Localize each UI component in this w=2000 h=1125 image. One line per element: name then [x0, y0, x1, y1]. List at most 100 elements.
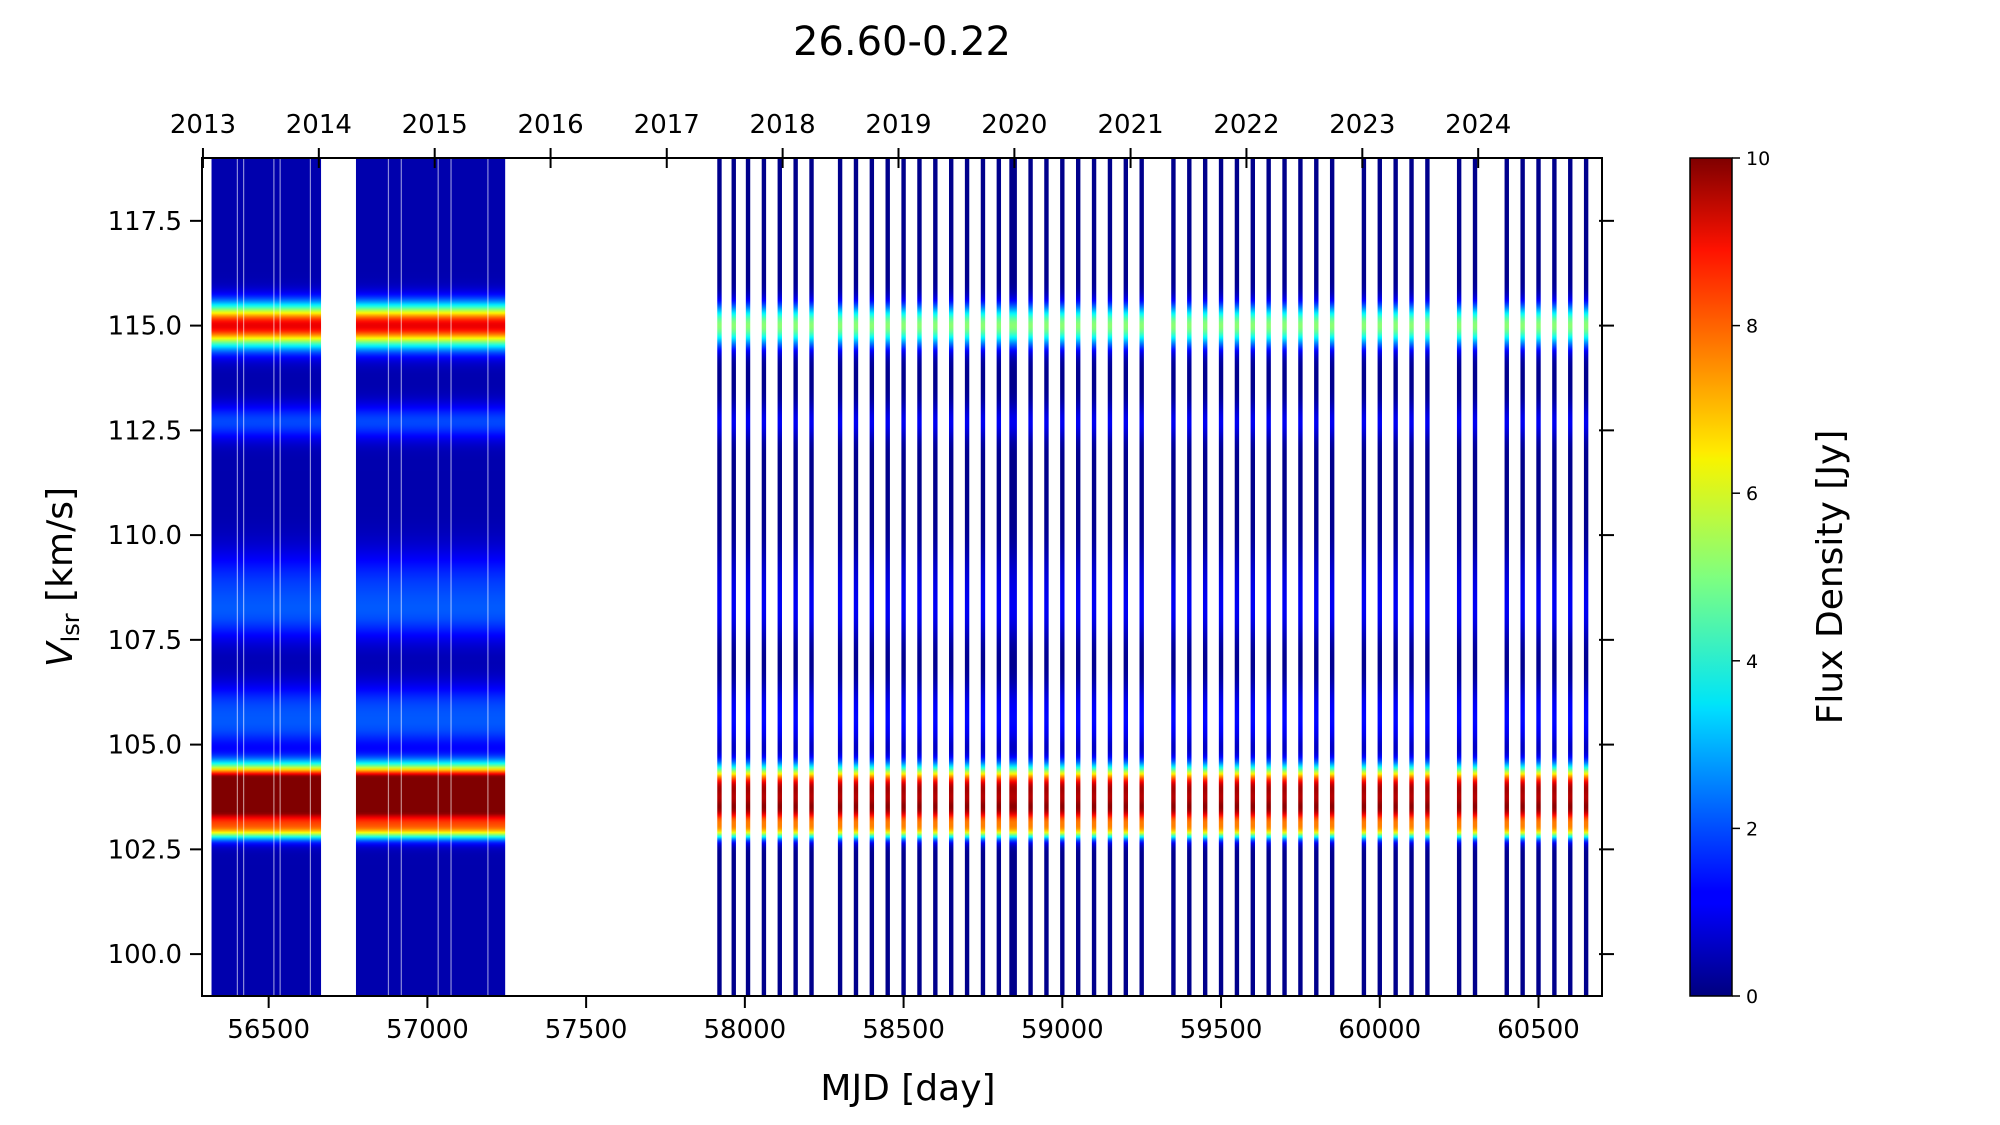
observation-epoch-line — [1060, 158, 1065, 996]
observation-epoch-line — [1234, 158, 1240, 996]
observation-epoch-line — [1377, 158, 1382, 996]
year-tick-label: 2024 — [1445, 110, 1511, 140]
observation-epoch-line — [901, 158, 906, 996]
observation-epoch-line — [745, 158, 751, 996]
year-tick-label: 2013 — [170, 110, 236, 140]
observation-epoch-line — [731, 158, 736, 996]
y-tick-label: 112.5 — [108, 416, 182, 446]
observation-epoch-line — [809, 158, 814, 996]
year-tick-label: 2022 — [1213, 110, 1279, 140]
y-tick-label: 110.0 — [108, 521, 182, 551]
observation-epoch-line — [1028, 158, 1033, 996]
observation-epoch-line — [1472, 158, 1478, 996]
colorbar-tick-label: 8 — [1746, 316, 1758, 338]
x-tick-label: 57500 — [545, 1015, 628, 1045]
observation-gap-line — [400, 158, 402, 996]
observation-gap-line — [236, 158, 238, 996]
observation-gap-line — [450, 158, 452, 996]
x-axis-ticks: 56500 57000 57500 58000 58500 59000 59500 60000… — [227, 996, 1580, 1045]
observation-gap-line — [279, 158, 281, 996]
year-tick-label: 2021 — [1097, 110, 1163, 140]
x-tick-label: 58500 — [862, 1015, 945, 1045]
observation-epoch-line — [1409, 158, 1414, 996]
colorbar-tick-label: 4 — [1746, 651, 1758, 673]
plot-frame — [201, 157, 1603, 997]
observation-epoch-line — [1536, 158, 1541, 996]
y-tick-label: 100.0 — [108, 940, 182, 970]
year-tick-label: 2023 — [1329, 110, 1395, 140]
x-tick-label: 56500 — [227, 1015, 310, 1045]
observation-epoch-line — [1425, 158, 1430, 996]
colorbar — [1689, 157, 1733, 997]
colorbar-ticks: 0 2 4 6 8 10 — [1732, 148, 1770, 1008]
y-axis-label-main: V — [40, 640, 81, 667]
colorbar-tick-label: 6 — [1746, 483, 1758, 505]
year-tick-label: 2017 — [634, 110, 700, 140]
y-tick-label: 117.5 — [108, 207, 182, 237]
observation-epoch-line — [1009, 158, 1014, 996]
colorbar-tick-label: 10 — [1746, 148, 1770, 170]
observation-epoch-line — [1393, 158, 1398, 996]
year-tick-label: 2018 — [750, 110, 816, 140]
observation-epoch-line — [1123, 158, 1129, 996]
x-tick-label: 59000 — [1021, 1015, 1104, 1045]
year-tick-label: 2020 — [981, 110, 1047, 140]
observation-epoch-line — [1314, 158, 1319, 996]
observation-epoch-line — [1139, 158, 1144, 996]
y-tick-label: 105.0 — [108, 731, 182, 761]
y-axis-label: Vlsr [km/s] — [40, 487, 85, 667]
x-axis-label: MJD [day] — [820, 1068, 995, 1109]
x-tick-label: 60000 — [1338, 1015, 1421, 1045]
observation-epoch-line — [1583, 158, 1589, 996]
observation-epoch-line — [1552, 158, 1557, 996]
observation-epoch-line — [1568, 158, 1573, 996]
dense-observation-segment — [355, 158, 506, 996]
year-tick-label: 2014 — [286, 110, 352, 140]
observation-epoch-line — [1329, 158, 1335, 996]
observation-gap-line — [273, 158, 275, 996]
observation-epoch-line — [885, 158, 890, 996]
y-tick-label: 102.5 — [108, 835, 182, 865]
y-axis-ticks: 100.0 102.5 105.0 107.5 110.0 112.5 115.0 117.5 — [108, 207, 202, 970]
dense-observation-segment — [211, 158, 322, 996]
observation-epoch-line — [1361, 158, 1367, 996]
observation-gap-line — [387, 158, 390, 996]
observation-gap-line — [243, 158, 245, 996]
observation-epoch-line — [1187, 158, 1192, 996]
observation-epoch-line — [1107, 158, 1113, 996]
observation-epoch-line — [1298, 158, 1303, 996]
observation-epoch-line — [1282, 158, 1287, 996]
observation-gap-line — [309, 158, 311, 996]
observation-epoch-line — [980, 158, 986, 996]
observation-epoch-line — [933, 158, 938, 996]
y-axis-label-unit: [km/s] — [40, 487, 81, 613]
y-tick-label: 115.0 — [108, 312, 182, 342]
observation-epoch-line — [1504, 158, 1509, 996]
x-tick-label: 58000 — [703, 1015, 786, 1045]
observation-epoch-line — [853, 158, 859, 996]
observation-epoch-line — [1171, 158, 1176, 996]
colorbar-label: Flux Density [Jy] — [1810, 430, 1851, 725]
observation-epoch-line — [1218, 158, 1224, 996]
observation-epoch-line — [1091, 158, 1097, 996]
observation-epoch-line — [793, 158, 798, 996]
observation-epoch-line — [837, 158, 843, 996]
observation-epoch-line — [964, 158, 970, 996]
observation-epoch-line — [1202, 158, 1208, 996]
colorbar-tick-label: 2 — [1746, 818, 1758, 840]
chart-title: 26.60-0.22 — [793, 19, 1011, 65]
right-axis-ticks — [1599, 219, 1614, 956]
observation-epoch-line — [996, 158, 1002, 996]
observation-epoch-line — [1456, 158, 1462, 996]
observation-epoch-line — [717, 158, 722, 996]
x-tick-label: 57000 — [386, 1015, 469, 1045]
y-tick-label: 107.5 — [108, 626, 182, 656]
observation-epoch-line — [1044, 158, 1049, 996]
x-tick-label: 60500 — [1497, 1015, 1580, 1045]
year-tick-label: 2015 — [402, 110, 468, 140]
observation-epoch-line — [1266, 158, 1271, 996]
observation-epoch-line — [761, 158, 767, 996]
observation-epoch-line — [1250, 158, 1255, 996]
observation-epoch-line — [917, 158, 922, 996]
colorbar-tick-label: 0 — [1746, 986, 1758, 1008]
